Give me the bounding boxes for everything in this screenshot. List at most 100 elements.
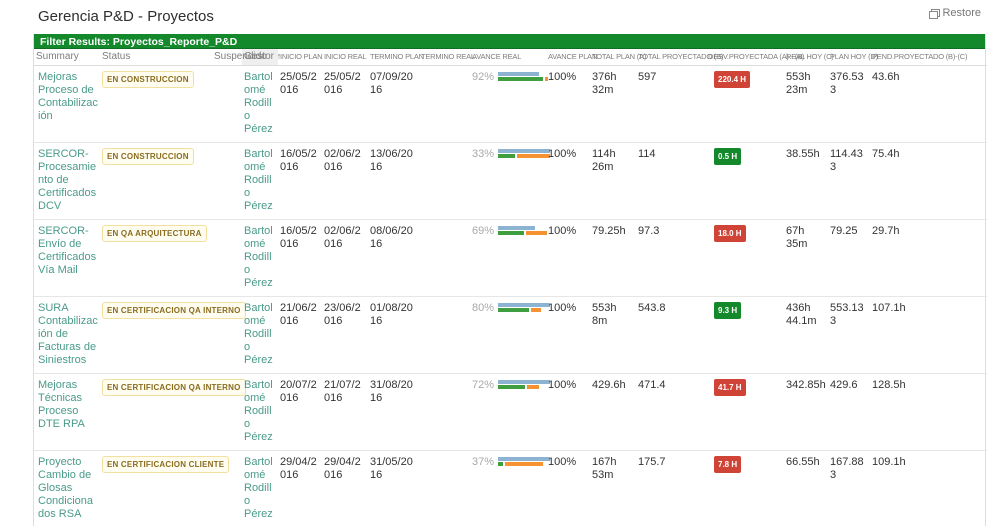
total-plan-cell: 79.25h	[590, 219, 636, 297]
plan-progress-bar	[498, 226, 536, 230]
inicio-plan-cell: 16/05/2016	[278, 219, 322, 297]
total-proyectado-cell: 175.7	[636, 450, 706, 526]
column-header-avance-plan[interactable]: AVANCE PLAN	[546, 49, 597, 66]
column-header-desv-proyectada[interactable]: DESV.PROYECTADA (A) - (B)	[706, 49, 804, 66]
avance-real-percent: 69%	[472, 225, 495, 237]
suspendido-cell	[212, 219, 242, 297]
remaining-progress-bar	[527, 385, 539, 389]
progress-bar	[498, 72, 550, 82]
pend-proyectado-cell: 107.1h	[870, 296, 987, 374]
column-header-total-proyectado[interactable]: TOTAL PROYECTADO (B)	[636, 49, 724, 66]
termino-real-cell	[419, 142, 470, 220]
avance-real-cell: 72%	[470, 373, 551, 451]
inicio-real-cell: 02/06/2016	[322, 219, 368, 297]
real-hoy-cell: 66.55h	[784, 450, 828, 526]
column-header-avance-real[interactable]: AVANCE REAL	[470, 49, 546, 66]
remaining-progress-bar	[517, 154, 550, 158]
project-link[interactable]: Proyecto Cambio de Glosas Condicionados …	[38, 456, 94, 520]
avance-real-cell: 80%	[470, 296, 551, 374]
page-title: Gerencia P&D - Proyectos	[38, 8, 214, 25]
column-header-gestor[interactable]: Gestor ↑	[242, 49, 281, 66]
column-header-plan-hoy[interactable]: PLAN HOY (D)	[828, 49, 878, 66]
gestor-link[interactable]: Bartolomé Rodillo Pérez	[244, 148, 273, 212]
status-badge: EN QA ARQUITECTURA	[102, 225, 207, 242]
plan-hoy-cell: 553.133	[828, 296, 870, 374]
avance-real-percent: 72%	[472, 379, 495, 391]
status-badge: EN CONSTRUCCION	[102, 148, 194, 165]
termino-plan-cell: 13/06/2016	[368, 142, 419, 220]
summary-cell: SERCOR- Envío de Certificados Vía Mail	[34, 219, 100, 297]
remaining-progress-bar	[505, 462, 543, 466]
column-header-termino-plan[interactable]: TERMINO PLAN	[368, 49, 424, 66]
restore-button[interactable]: Restore	[929, 7, 981, 19]
status-cell: EN CERTIFICACION QA INTERNO	[100, 296, 246, 374]
project-link[interactable]: SERCOR- Envío de Certificados Vía Mail	[38, 225, 97, 276]
plan-progress-bar	[498, 303, 551, 307]
page-header: Gerencia P&D - Proyectos Restore	[0, 0, 999, 34]
real-hoy-cell: 67h 35m	[784, 219, 828, 297]
desv-proyectada-cell: 7.8 H	[706, 450, 784, 526]
column-header-suspendido[interactable]: Suspendido	[212, 49, 267, 66]
desv-badge: 220.4 H	[714, 71, 751, 88]
suspendido-cell	[212, 142, 242, 220]
termino-plan-cell: 31/08/2016	[368, 373, 419, 451]
project-link[interactable]: Mejoras Técnicas Proceso DTE RPA	[38, 379, 85, 430]
project-link[interactable]: SURA Contabilización de Facturas de Sini…	[38, 302, 98, 366]
gestor-link[interactable]: Bartolomé Rodillo Pérez	[244, 379, 273, 443]
plan-progress-bar	[498, 72, 539, 76]
desv-badge: 7.8 H	[714, 456, 742, 473]
desv-proyectada-cell: 9.3 H	[706, 296, 784, 374]
termino-real-cell	[419, 373, 470, 451]
suspendido-cell	[212, 65, 242, 143]
project-link[interactable]: Mejoras Proceso de Contabilización	[38, 71, 98, 122]
table-header-row: Summary Status Suspendido Gestor ↑ INICI…	[34, 49, 987, 66]
progress-bar	[498, 457, 551, 467]
avance-plan-cell: 100%	[546, 142, 590, 220]
gestor-header-label: Gestor	[244, 51, 275, 62]
termino-plan-cell: 31/05/2016	[368, 450, 419, 526]
desv-badge: 41.7 H	[714, 379, 746, 396]
progress-bar	[498, 303, 551, 313]
avance-plan-cell: 100%	[546, 65, 590, 143]
gestor-link[interactable]: Bartolomé Rodillo Pérez	[244, 456, 273, 520]
total-proyectado-cell: 597	[636, 65, 706, 143]
column-header-inicio-real[interactable]: INICIO REAL	[322, 49, 368, 66]
gestor-link[interactable]: Bartolomé Rodillo Pérez	[244, 71, 273, 135]
column-header-status[interactable]: Status	[100, 49, 212, 66]
termino-plan-cell: 08/06/2016	[368, 219, 419, 297]
real-hoy-cell: 553h 23m	[784, 65, 828, 143]
total-plan-cell: 429.6h	[590, 373, 636, 451]
desv-badge: 0.5 H	[714, 148, 742, 165]
desv-badge: 9.3 H	[714, 302, 742, 319]
gestor-link[interactable]: Bartolomé Rodillo Pérez	[244, 302, 273, 366]
inicio-plan-cell: 21/06/2016	[278, 296, 322, 374]
inicio-real-cell: 25/05/2016	[322, 65, 368, 143]
termino-plan-cell: 01/08/2016	[368, 296, 419, 374]
gestor-link[interactable]: Bartolomé Rodillo Pérez	[244, 225, 273, 289]
column-header-termino-real[interactable]: TERMINO REAL	[419, 49, 475, 66]
summary-cell: SURA Contabilización de Facturas de Sini…	[34, 296, 100, 374]
total-plan-cell: 553h 8m	[590, 296, 636, 374]
avance-real-cell: 92%	[470, 65, 549, 143]
summary-cell: Mejoras Proceso de Contabilización	[34, 65, 100, 143]
real-hoy-cell: 342.85h	[784, 373, 828, 451]
inicio-real-cell: 29/04/2016	[322, 450, 368, 526]
done-progress-bar	[498, 308, 530, 312]
inicio-real-cell: 02/06/2016	[322, 142, 368, 220]
plan-hoy-cell: 167.883	[828, 450, 870, 526]
remaining-progress-bar	[531, 308, 541, 312]
gestor-cell: Bartolomé Rodillo Pérez	[242, 142, 278, 220]
gestor-cell: Bartolomé Rodillo Pérez	[242, 296, 278, 374]
desv-proyectada-cell: 220.4 H	[706, 65, 784, 143]
column-header-real-hoy[interactable]: REAL HOY (C)	[784, 49, 834, 66]
table-body: Mejoras Proceso de Contabilización EN CO…	[34, 65, 987, 526]
avance-real-percent: 37%	[472, 456, 495, 468]
done-progress-bar	[498, 462, 504, 466]
column-header-total-plan[interactable]: TOTAL PLAN (A)	[590, 49, 646, 66]
column-header-pend-proyectado[interactable]: PEND.PROYECTADO (B)-(C)	[870, 49, 987, 66]
project-link[interactable]: SERCOR- Procesamiento de Certificados DC…	[38, 148, 97, 212]
gestor-cell: Bartolomé Rodillo Pérez	[242, 219, 278, 297]
termino-real-cell	[419, 219, 470, 297]
column-header-summary[interactable]: Summary	[34, 49, 100, 66]
column-header-inicio-plan[interactable]: INICIO PLAN	[278, 49, 323, 66]
